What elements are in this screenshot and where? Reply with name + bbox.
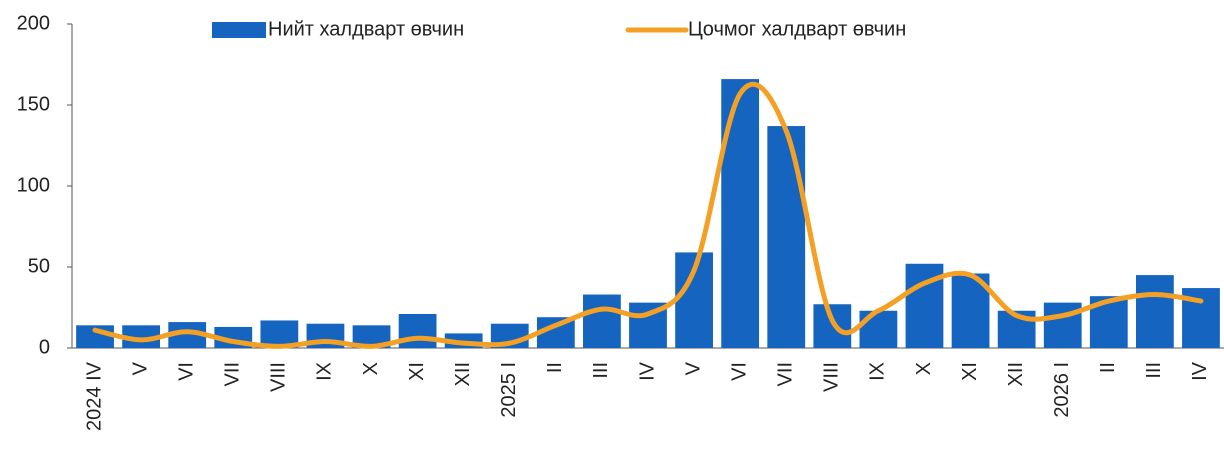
y-tick-label: 50 bbox=[28, 255, 50, 277]
line bbox=[92, 81, 1204, 349]
bar bbox=[859, 310, 898, 348]
x-tick-label: IX bbox=[867, 362, 889, 381]
x-tick-label: V bbox=[682, 361, 704, 375]
x-tick-label: IX bbox=[314, 362, 336, 381]
x-tick-label: X bbox=[360, 362, 382, 375]
bar bbox=[122, 325, 161, 348]
x-tick-label: 2024 IV bbox=[83, 361, 105, 431]
bar bbox=[767, 126, 806, 348]
x-tick-label: VIII bbox=[821, 362, 843, 392]
x-tick-label: VIII bbox=[268, 362, 290, 392]
x-tick-label: IV bbox=[636, 361, 658, 381]
bar bbox=[352, 325, 391, 348]
x-tick-label: X bbox=[913, 362, 935, 375]
legend-label: Нийт халдварт өвчин bbox=[268, 18, 464, 40]
y-tick-label: 100 bbox=[17, 174, 50, 196]
x-tick-label: IV bbox=[1189, 361, 1211, 381]
bar bbox=[583, 294, 621, 348]
x-tick-label: VII bbox=[775, 362, 797, 386]
bar bbox=[1043, 302, 1082, 348]
x-tick-label: II bbox=[1097, 362, 1119, 373]
x-tick-label: XI bbox=[959, 362, 981, 381]
y-tick-label: 150 bbox=[17, 93, 50, 115]
x-tick-label: XI bbox=[406, 362, 428, 381]
y-tick-label: 0 bbox=[39, 336, 50, 358]
x-tick-label: V bbox=[129, 361, 151, 375]
x-tick-label: XII bbox=[1005, 362, 1027, 386]
bar bbox=[398, 313, 437, 348]
x-tick-label: VII bbox=[222, 362, 244, 386]
legend-swatch bbox=[212, 22, 266, 38]
bar bbox=[813, 304, 852, 348]
bar bbox=[1135, 275, 1174, 348]
x-tick-label: 2025 I bbox=[498, 362, 520, 418]
bar bbox=[721, 79, 760, 348]
x-tick-label: 2026 I bbox=[1051, 362, 1073, 418]
x-tick-label: III bbox=[1143, 362, 1165, 379]
x-tick-label: III bbox=[590, 362, 612, 379]
x-tick-label: II bbox=[544, 362, 566, 373]
x-tick-label: XII bbox=[452, 362, 474, 386]
x-tick-label: VI bbox=[728, 362, 750, 381]
x-tick-label: VI bbox=[175, 362, 197, 381]
y-tick-label: 200 bbox=[17, 12, 50, 34]
legend-label: Цочмог халдварт өвчин bbox=[688, 18, 906, 40]
